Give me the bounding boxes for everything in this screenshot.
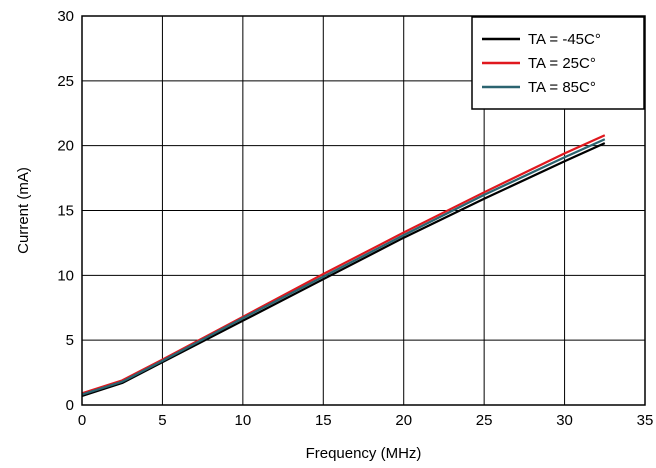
legend-entry-1: TA = 25C° — [528, 55, 596, 72]
x-tick-label: 10 — [235, 412, 252, 429]
x-tick-label: 25 — [476, 412, 493, 429]
plot-area-border — [81, 15, 646, 406]
x-tick-label: 0 — [78, 412, 86, 429]
y-tick-labels: 0 5 10 15 20 25 30 — [57, 8, 74, 414]
x-tick-label: 5 — [158, 412, 166, 429]
y-tick-label: 20 — [57, 138, 74, 155]
x-tick-label: 20 — [395, 412, 412, 429]
y-tick-label: 25 — [57, 73, 74, 90]
x-tick-label: 35 — [637, 412, 654, 429]
y-tick-label: 5 — [66, 332, 74, 349]
x-tick-label: 15 — [315, 412, 332, 429]
y-tick-label: 10 — [57, 267, 74, 284]
series-line-0 — [81, 142, 606, 397]
legend-entry-0: TA = -45C° — [528, 31, 601, 48]
series-lines — [81, 134, 606, 397]
y-tick-label: 15 — [57, 203, 74, 220]
legend: TA = -45C° TA = 25C° TA = 85C° — [471, 16, 645, 110]
x-tick-labels: 0 5 10 15 20 25 30 35 — [78, 412, 654, 429]
x-tick-label: 30 — [556, 412, 573, 429]
x-axis-label: Frequency (MHz) — [306, 445, 422, 462]
y-tick-label: 30 — [57, 8, 74, 25]
legend-entry-2: TA = 85C° — [528, 79, 596, 96]
y-tick-label: 0 — [66, 397, 74, 414]
y-axis-label: Current (mA) — [15, 167, 32, 254]
series-line-2 — [81, 138, 606, 396]
series-line-1 — [81, 134, 606, 395]
